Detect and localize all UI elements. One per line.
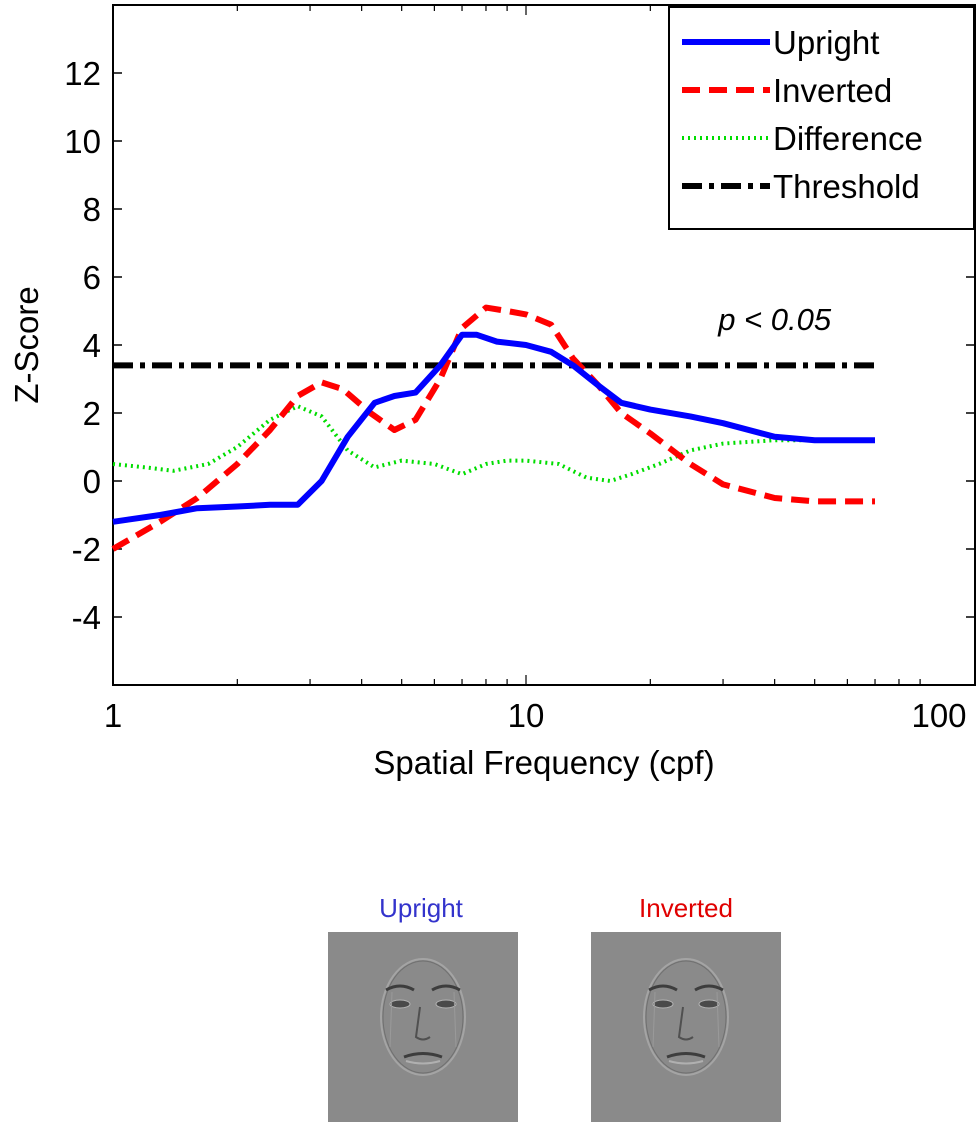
y-axis-label: Z-Score: [8, 286, 45, 403]
upright-thumbnail-label: Upright: [379, 893, 463, 923]
y-tick-label: 4: [83, 327, 101, 364]
x-axis-label: Spatial Frequency (cpf): [373, 744, 714, 781]
x-tick-label: 1: [104, 697, 122, 734]
x-tick-labels: 1 10 100: [104, 697, 967, 734]
series-line-upright: [112, 331, 875, 525]
legend-label-upright: Upright: [773, 24, 879, 61]
series-lines: [111, 304, 875, 552]
y-tick-labels: -4 -2 0 2 4 6 8 10 12: [64, 55, 101, 636]
legend: Upright Inverted Difference Threshold: [668, 6, 975, 230]
inverted-thumbnail-label: Inverted: [639, 893, 733, 923]
threshold-annotation: p < 0.05: [717, 302, 832, 337]
legend-label-threshold: Threshold: [773, 168, 920, 205]
y-tick-label: 12: [64, 55, 101, 92]
inverted-face-image: [591, 932, 781, 1122]
y-tick-label: 0: [83, 463, 101, 500]
y-tick-label: -4: [72, 599, 101, 636]
y-tick-label: 8: [83, 191, 101, 228]
chart: -4 -2 0 2 4 6 8 10 12 1 10 100 p < 0.05 Spatial Fr…: [8, 4, 976, 781]
x-tick-label: 10: [508, 697, 545, 734]
y-tick-label: 10: [64, 123, 101, 160]
y-tick-label: 6: [83, 259, 101, 296]
legend-label-inverted: Inverted: [773, 72, 892, 109]
upright-face-image: [328, 932, 518, 1122]
series-line-inverted: [111, 304, 875, 552]
y-tick-label: 2: [83, 395, 101, 432]
x-tick-label: 100: [911, 697, 966, 734]
y-tick-label: -2: [72, 531, 101, 568]
legend-label-difference: Difference: [773, 120, 923, 157]
